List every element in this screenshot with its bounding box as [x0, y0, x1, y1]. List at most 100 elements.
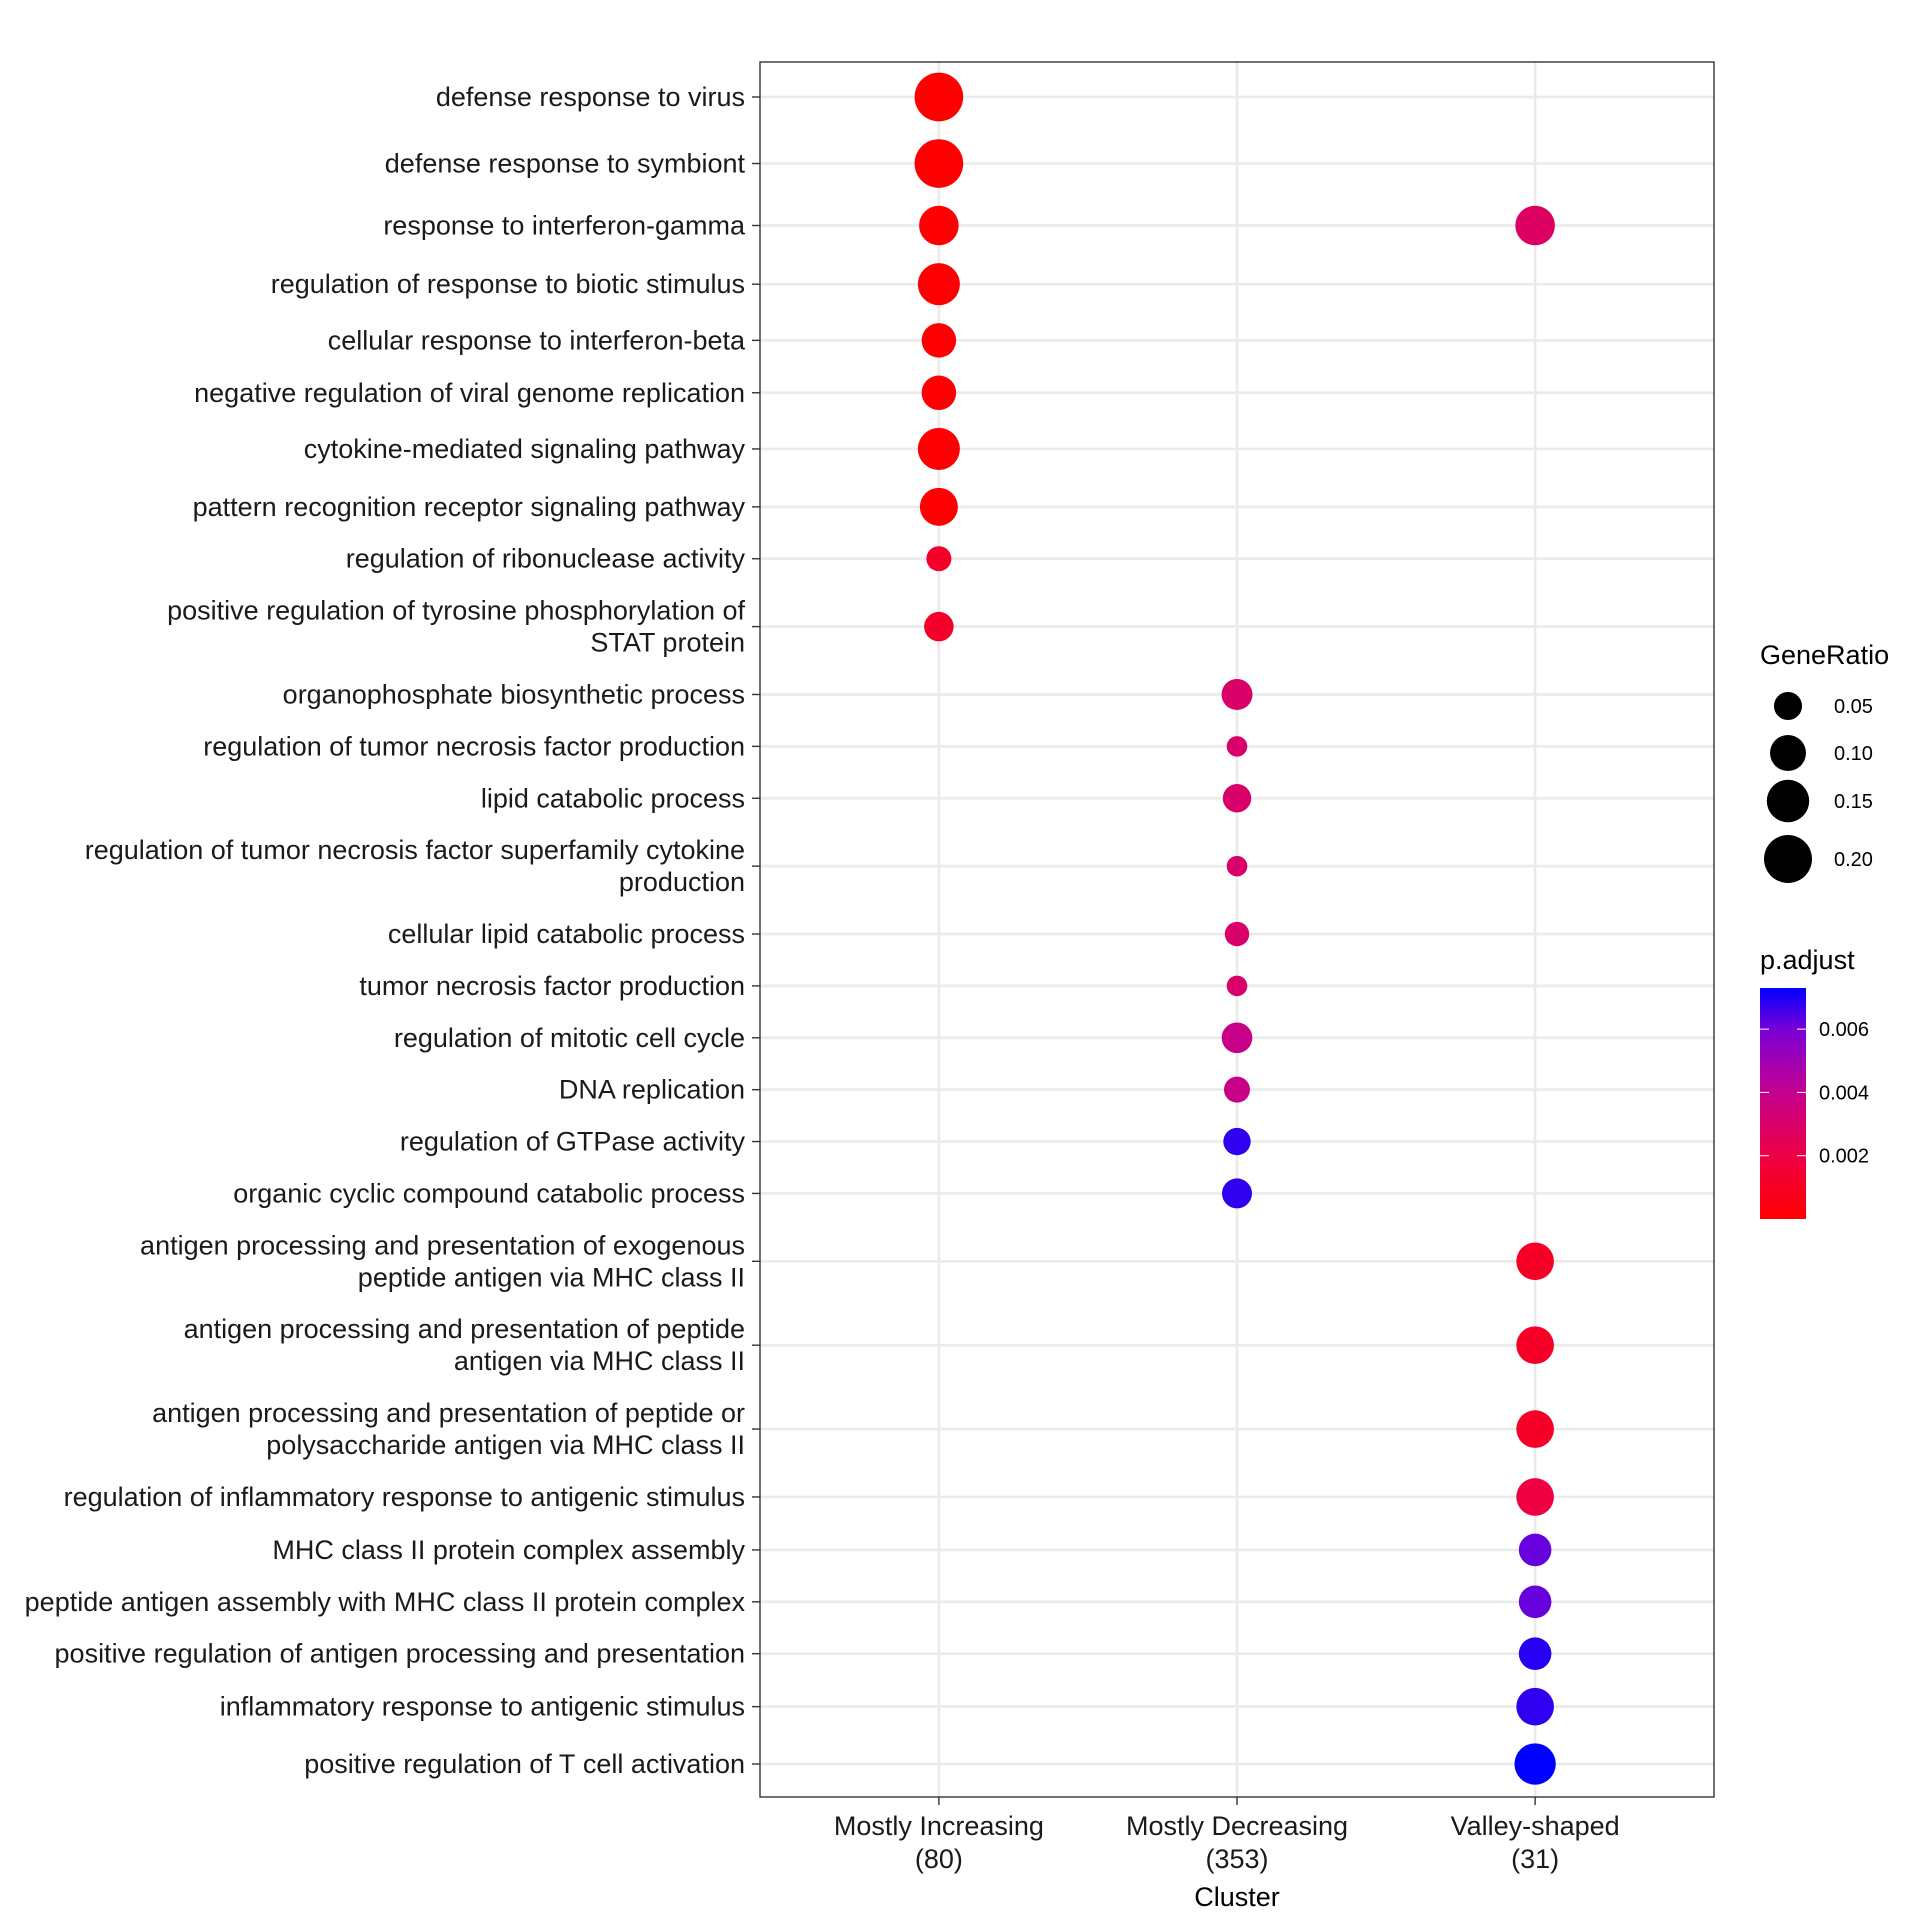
data-point	[914, 139, 964, 188]
y-tick-label-line: regulation of mitotic cell	[394, 1023, 676, 1053]
y-tick-label-line: antigenic stimulus	[530, 1692, 745, 1722]
y-tick-label-line: antigen processing and	[152, 1398, 431, 1428]
data-point	[1518, 1533, 1552, 1567]
y-tick-label-line: positive regulation of	[55, 1639, 303, 1669]
y-tick-label-line: assembly	[631, 1535, 746, 1565]
y-tick-label: DNA replication	[559, 1075, 745, 1105]
y-tick-label-line: complex	[644, 1587, 745, 1617]
y-tick-label: defense response to virus	[436, 82, 745, 112]
y-tick-label: organic cyclic compound catabolic process	[233, 1178, 745, 1208]
data-point	[1516, 1478, 1554, 1516]
x-tick-label-line: (31)	[1511, 1844, 1559, 1874]
color-legend-label: 0.004	[1819, 1082, 1869, 1104]
y-tick-label-line: organic cyclic compound	[233, 1178, 529, 1208]
y-tick-label-line: antigen via MHC class II	[454, 1346, 745, 1376]
data-point	[917, 263, 960, 306]
y-tick-label: response to interferon-gamma	[383, 210, 746, 240]
size-legend-key	[1763, 834, 1813, 884]
data-point	[1226, 855, 1248, 877]
y-tick-label-line: biotic stimulus	[575, 269, 745, 299]
y-tick-label: regulation of tumor necrosis factor super…	[85, 835, 745, 897]
data-point	[921, 375, 957, 411]
y-tick-label-line: cell activation	[583, 1749, 745, 1779]
y-tick-label: cytokine-mediated signaling pathway	[304, 434, 746, 464]
color-legend-title: p.adjust	[1760, 945, 1855, 975]
y-tick-label: regulation of ribonuclease activity	[346, 544, 746, 574]
y-tick-label-line: tyrosine phosphorylation of	[422, 596, 745, 626]
data-point	[926, 546, 952, 572]
data-point	[914, 72, 964, 122]
y-tick-label-line: positive regulation of T	[304, 1749, 575, 1779]
size-legend-key	[1770, 735, 1806, 771]
y-tick-label-line: factor production	[544, 731, 745, 761]
y-tick-label-line: presentation	[596, 1639, 745, 1669]
size-legend-key	[1766, 779, 1810, 823]
y-tick-label-line: antigen processing and	[140, 1230, 419, 1260]
y-tick-label: positive regulation of antigen processing…	[55, 1639, 745, 1669]
color-legend-label: 0.002	[1819, 1146, 1869, 1168]
data-point	[919, 205, 959, 246]
data-point	[1221, 679, 1253, 710]
y-tick-label: defense response to symbiont	[385, 149, 746, 179]
y-tick-label: cellular lipid catabolic process	[388, 919, 745, 949]
y-tick-label: pattern recognition receptor signaling pa…	[193, 492, 746, 522]
data-point	[1221, 1022, 1253, 1054]
y-tick-label-line: DNA replication	[559, 1075, 745, 1105]
y-tick-label-line: cellular lipid catabolic	[388, 919, 643, 949]
y-tick-label: peptide antigen assembly with MHC class I…	[25, 1587, 746, 1617]
data-point	[1515, 205, 1555, 246]
size-legend-label: 0.20	[1834, 849, 1873, 871]
y-tick-label: regulation of mitotic cell cycle	[394, 1023, 745, 1053]
size-legend-label: 0.10	[1834, 743, 1873, 765]
y-tick-label-line: catabolic process	[536, 1178, 745, 1208]
y-tick-label: inflammatory response to antigenic stimul…	[220, 1692, 745, 1722]
x-tick-label: Valley-shaped (31)	[1451, 1811, 1620, 1874]
y-tick-label-line: genome replication	[517, 378, 745, 408]
data-point	[1516, 1326, 1554, 1364]
x-tick-label-line: Valley-shaped	[1451, 1811, 1620, 1841]
y-axis: defense response to virus defense respons…	[25, 82, 760, 1779]
y-tick-label-line: peptide antigen via MHC	[358, 1262, 654, 1292]
y-tick-label-line: pattern recognition receptor	[193, 492, 523, 522]
y-tick-label-line: response to antigenic stimulus	[382, 1482, 745, 1512]
size-legend: GeneRatio 0.05 0.10 0.15 0.20	[1760, 640, 1889, 884]
y-tick-label-line: regulation of GTPase activity	[400, 1127, 746, 1157]
y-tick-label: regulation of GTPase activity	[400, 1127, 746, 1157]
y-tick-label-line: pathway	[644, 434, 745, 464]
y-tick-label: tumor necrosis factor production	[359, 971, 745, 1001]
y-tick-label-line: antigen processing and	[184, 1314, 463, 1344]
data-point	[1516, 1410, 1554, 1448]
y-tick-label: MHC class II protein complex assembly	[272, 1535, 745, 1565]
y-tick-label-line: positive regulation of	[167, 596, 415, 626]
data-points	[914, 72, 1556, 1785]
y-tick-label: antigen processing and presentation of pe…	[152, 1398, 745, 1460]
y-tick-label: antigen processing and presentation of pe…	[184, 1314, 745, 1376]
y-tick-label: lipid catabolic process	[481, 783, 745, 813]
y-tick-label-line: regulation of tumor necrosis	[85, 835, 418, 865]
x-tick-label-line: Mostly Decreasing	[1126, 1811, 1348, 1841]
data-point	[1226, 736, 1248, 757]
y-tick-label-line: response to interferon-gamma	[383, 210, 746, 240]
y-tick-label-line: process	[650, 679, 745, 709]
color-bar	[1760, 988, 1806, 1219]
y-tick-label: positive regulation of tyrosine phosphory…	[167, 596, 745, 658]
size-legend-title: GeneRatio	[1760, 640, 1889, 670]
y-tick-label-line: lipid catabolic process	[481, 783, 745, 813]
y-tick-label-line: polysaccharide antigen via	[266, 1430, 585, 1460]
data-point	[924, 611, 954, 642]
y-tick-label: regulation of response to biotic stimulus	[271, 269, 745, 299]
y-tick-label: regulation of inflammatory response to an…	[64, 1482, 745, 1512]
data-point	[1518, 1637, 1552, 1670]
data-point	[1223, 1076, 1251, 1103]
data-point	[1516, 1242, 1554, 1281]
x-tick-label-line: Mostly Increasing	[834, 1811, 1044, 1841]
x-tick-label-line: (353)	[1205, 1844, 1268, 1874]
y-tick-label-line: class II	[661, 1262, 745, 1292]
y-tick-label-line: STAT protein	[590, 628, 745, 658]
y-tick-label-line: regulation of tumor necrosis	[203, 731, 536, 761]
y-tick-label-line: defense response to symbiont	[385, 149, 746, 179]
y-tick-label: negative regulation of viral genome repli…	[194, 378, 745, 408]
y-tick-label-line: tumor necrosis factor	[359, 971, 611, 1001]
y-tick-label-line: regulation of inflammatory	[64, 1482, 375, 1512]
color-legend: p.adjust 0.002 0.004 0.006	[1760, 945, 1869, 1219]
